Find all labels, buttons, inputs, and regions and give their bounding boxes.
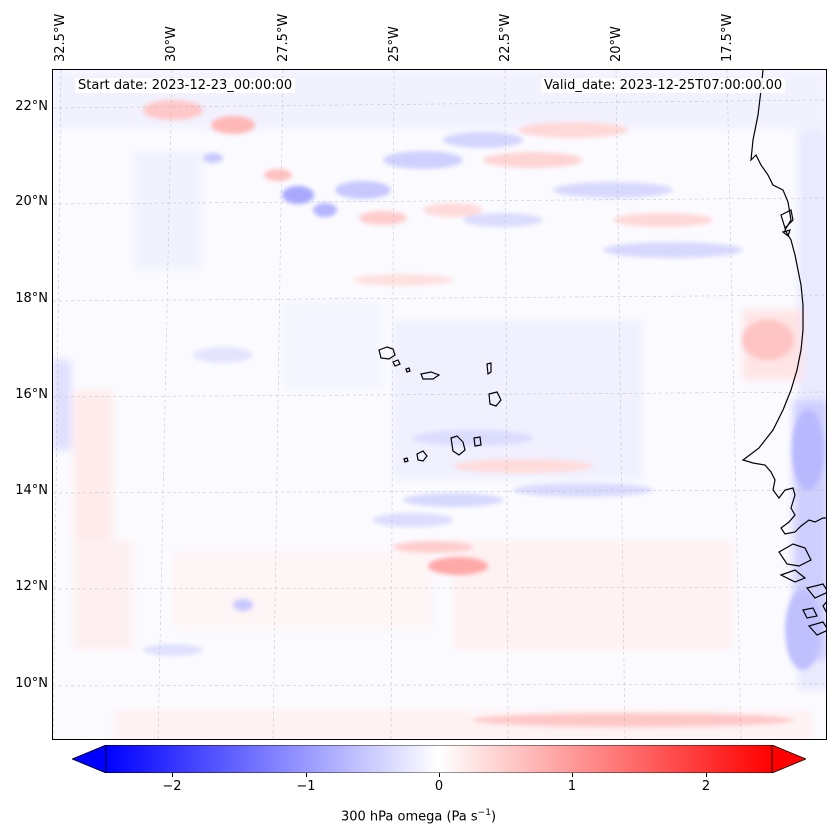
lat-label-22n: 22°N	[15, 99, 48, 114]
lon-label-20w: 20°W	[609, 26, 624, 62]
colorbar-tickmark-1	[572, 773, 573, 777]
valid-date-label: Valid_date: 2023-12-25T07:00:00.00	[541, 78, 786, 93]
lon-label-32-5w: 32.5°W	[53, 13, 68, 62]
colorbar-tick-2: 2	[701, 779, 711, 794]
colorbar-min-arrow	[72, 745, 107, 773]
colorbar-tickmark-0	[439, 773, 440, 777]
coastal-features	[778, 209, 826, 636]
lon-label-17-5w: 17.5°W	[720, 13, 735, 62]
lat-label-12n: 12°N	[15, 579, 48, 594]
cape-verde-islands	[378, 346, 502, 463]
colorbar-label-exponent: −1	[477, 808, 491, 818]
colorbar-gradient	[105, 745, 773, 773]
colorbar-tickmark-2	[706, 773, 707, 777]
map-frame	[52, 69, 827, 740]
colorbar	[72, 745, 806, 773]
colorbar-tick-1: 1	[567, 779, 577, 794]
start-date-label: Start date: 2023-12-23_00:00:00	[75, 78, 296, 93]
colorbar-max-arrow	[771, 745, 806, 773]
lat-label-10n: 10°N	[15, 676, 48, 691]
colorbar-tick-neg1: −1	[296, 779, 316, 794]
map-gridlines	[53, 70, 826, 739]
colorbar-tick-0: 0	[434, 779, 444, 794]
lon-label-22-5w: 22.5°W	[498, 13, 513, 62]
colorbar-tick-neg2: −2	[162, 779, 182, 794]
colorbar-label-end: )	[490, 809, 497, 825]
omega-field-map	[53, 70, 826, 739]
colorbar-label: 300 hPa omega (Pa s−1)	[0, 808, 837, 824]
lat-label-14n: 14°N	[15, 483, 48, 498]
colorbar-tickmark-neg2	[172, 773, 173, 777]
lon-label-25w: 25°W	[387, 26, 402, 62]
colorbar-label-main: 300 hPa omega (Pa s	[340, 809, 478, 825]
lon-label-30w: 30°W	[164, 26, 179, 62]
west-africa-coastline	[741, 70, 826, 535]
lat-label-20n: 20°N	[15, 194, 48, 209]
lat-label-16n: 16°N	[15, 387, 48, 402]
lon-label-27-5w: 27.5°W	[276, 13, 291, 62]
lat-label-18n: 18°N	[15, 291, 48, 306]
omega-cells	[143, 100, 824, 727]
colorbar-tickmark-neg1	[306, 773, 307, 777]
